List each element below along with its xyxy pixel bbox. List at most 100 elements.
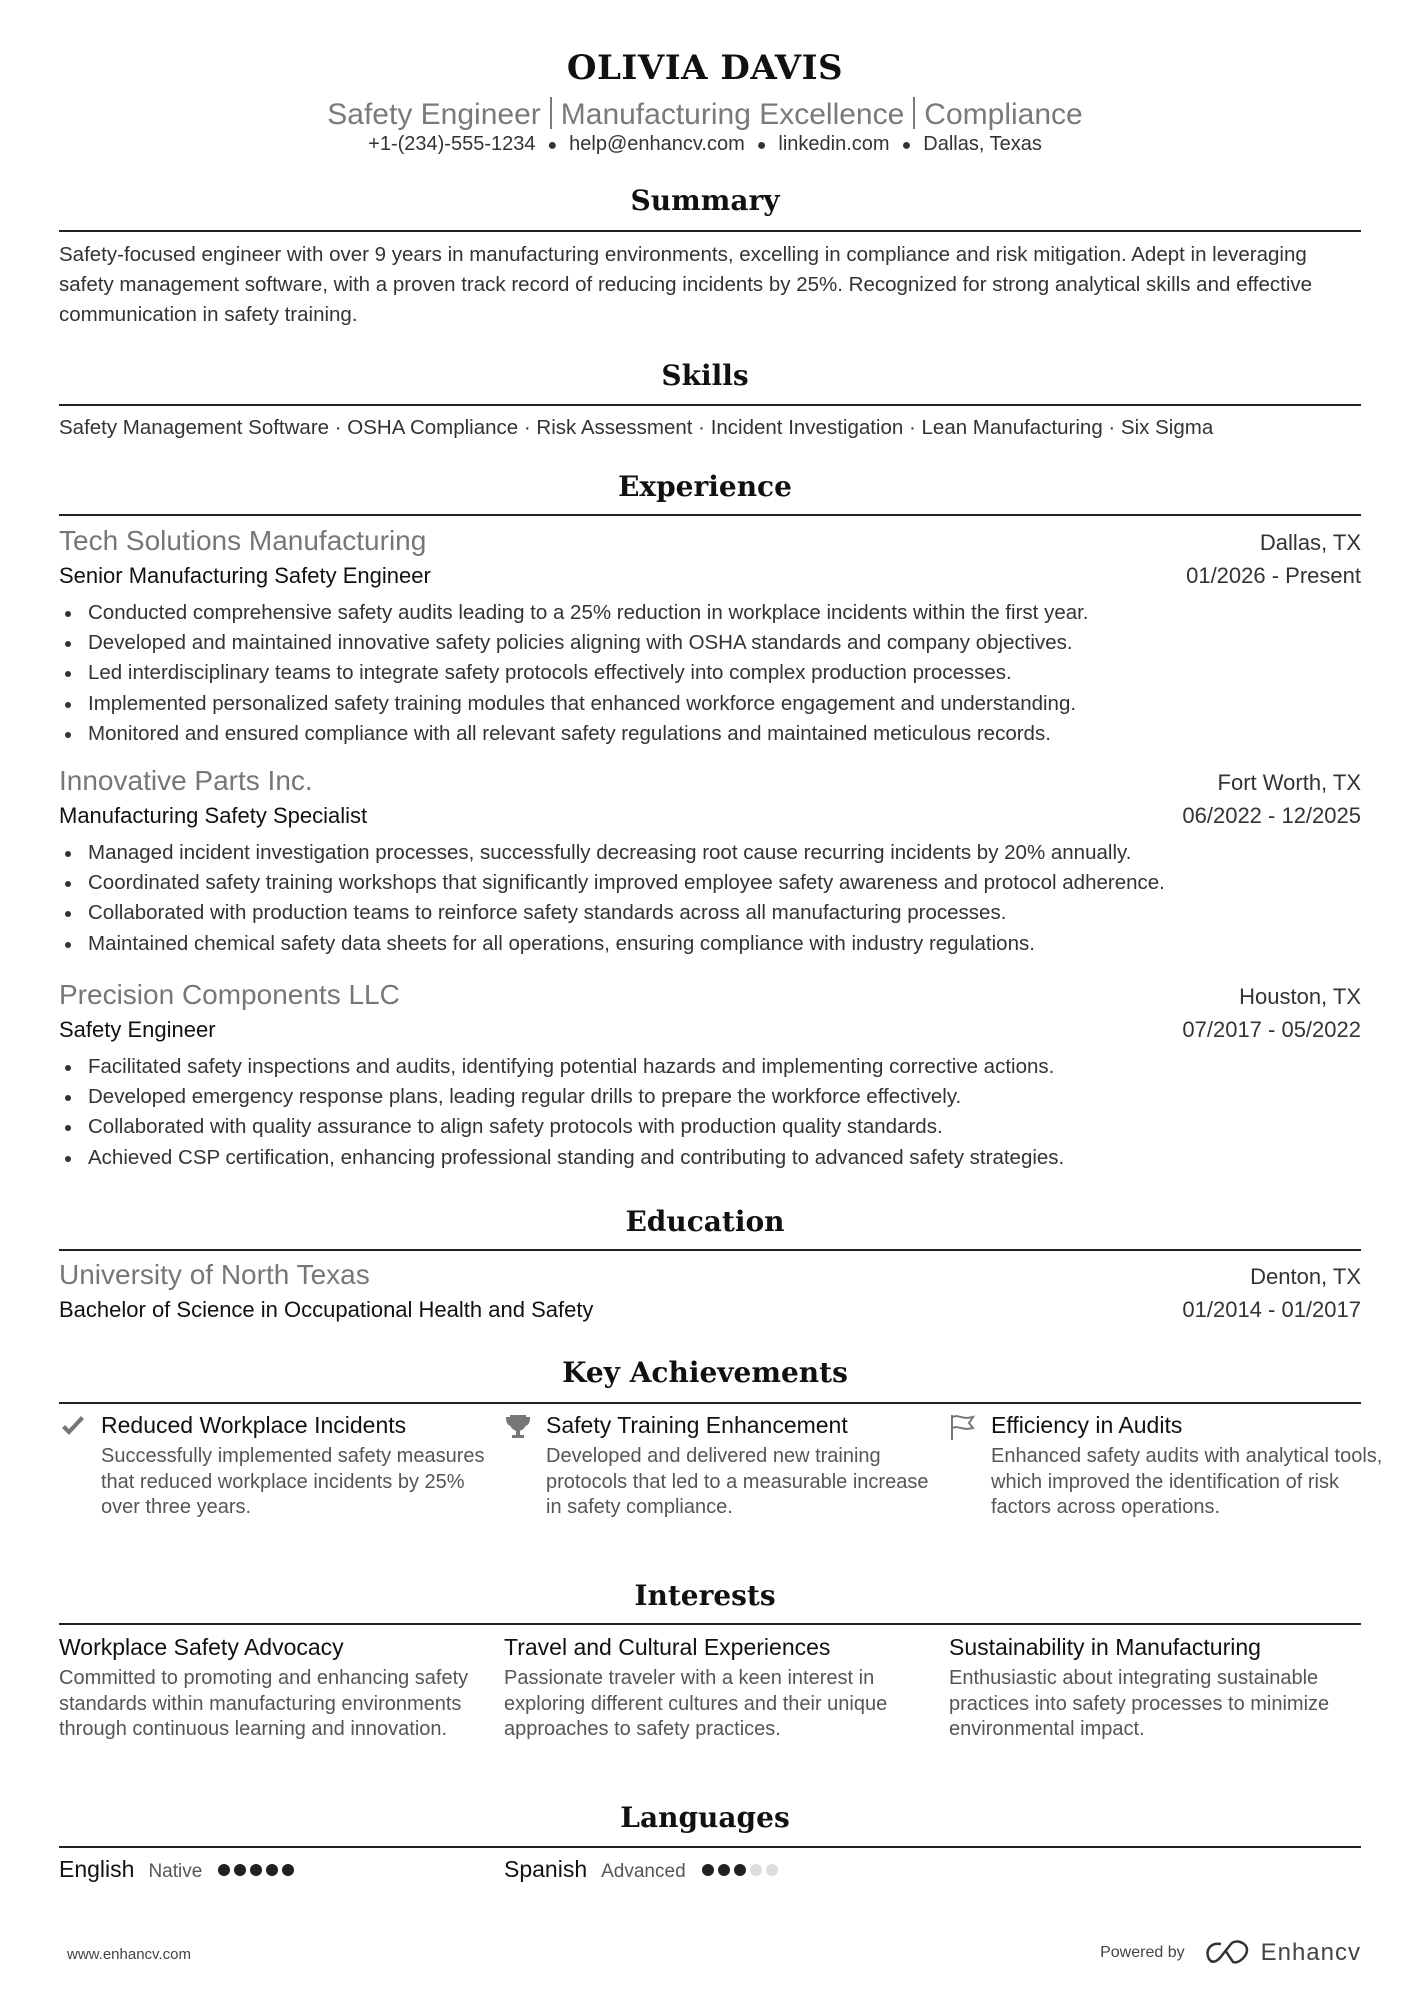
section-heading-summary: Summary — [630, 184, 780, 217]
interest-title: Travel and Cultural Experiences — [504, 1634, 831, 1660]
job-location: Dallas, TX — [1259, 530, 1361, 555]
bullet-item: Led interdisciplinary teams to integrate… — [59, 658, 1361, 688]
location: Dallas, Texas — [923, 133, 1042, 155]
interest-title: Workplace Safety Advocacy — [59, 1634, 344, 1660]
check-icon — [59, 1414, 87, 1440]
education-details: Bachelor of Science in Occupational Heal… — [59, 1297, 1361, 1323]
rating-dot — [701, 1864, 714, 1876]
language-name: English — [59, 1856, 135, 1882]
job-header: Innovative Parts Inc. Fort Worth, TX — [59, 765, 1361, 797]
section-heading-skills: Skills — [661, 359, 749, 392]
achievement-title: Efficiency in Audits — [991, 1412, 1183, 1438]
job-role-row: Safety Engineer 07/2017 - 05/2022 — [59, 1017, 1361, 1043]
achievement-item: Efficiency in Audits Enhanced safety audi… — [949, 1410, 1389, 1521]
tagline-item: Manufacturing Excellence — [560, 98, 905, 131]
interest-description: Committed to promoting and enhancing saf… — [59, 1667, 469, 1741]
section-heading-interests: Interests — [634, 1579, 776, 1612]
bullet-item: Conducted comprehensive safety audits le… — [59, 598, 1361, 628]
bullet-item: Coordinated safety training workshops th… — [59, 868, 1361, 898]
achievement-content: Reduced Workplace Incidents Successfully … — [59, 1410, 499, 1521]
language-name: Spanish — [504, 1856, 588, 1882]
school-name: University of North Texas — [59, 1259, 370, 1290]
email-link[interactable]: help@enhancv.com — [569, 133, 745, 155]
interest-item: Travel and Cultural Experiences Passionat… — [504, 1632, 944, 1743]
enhancv-logo-icon — [1205, 1940, 1248, 1964]
skills-list: Safety Management Software · OSHA Compli… — [59, 416, 1214, 439]
section-divider — [59, 1623, 1361, 1625]
job-role-row: Manufacturing Safety Specialist 06/2022 -… — [59, 803, 1361, 829]
bullet-item: Monitored and ensured compliance with al… — [59, 719, 1361, 749]
rating-dot — [218, 1864, 231, 1876]
tagline-item: Safety Engineer — [327, 98, 541, 131]
degree: Bachelor of Science in Occupational Heal… — [59, 1297, 594, 1322]
bullet-item: Collaborated with production teams to re… — [59, 898, 1361, 928]
achievement-title: Safety Training Enhancement — [546, 1412, 848, 1438]
rating-dot — [266, 1864, 279, 1876]
language-item: English Native — [59, 1856, 295, 1883]
language-item: Spanish Advanced — [504, 1856, 778, 1883]
language-level: Native — [148, 1861, 203, 1882]
powered-by[interactable]: Powered by Enhancv — [1100, 1939, 1361, 1967]
language-level: Advanced — [601, 1861, 686, 1882]
proficiency-rating — [701, 1864, 778, 1876]
footer-url[interactable]: www.enhancv.com — [67, 1946, 191, 1963]
powered-by-label: Powered by — [1100, 1944, 1185, 1961]
achievement-title: Reduced Workplace Incidents — [101, 1412, 407, 1438]
achievement-item: Reduced Workplace Incidents Successfully … — [59, 1410, 499, 1521]
job-location: Fort Worth, TX — [1217, 770, 1361, 795]
divider — [913, 97, 916, 129]
interest-description: Passionate traveler with a keen interest… — [504, 1667, 888, 1741]
flag-icon — [949, 1414, 977, 1440]
job-title: Senior Manufacturing Safety Engineer — [59, 563, 431, 588]
bullet-item: Managed incident investigation processes… — [59, 838, 1361, 868]
bullet-item: Collaborated with quality assurance to a… — [59, 1112, 1361, 1142]
education-dates: 01/2014 - 01/2017 — [1182, 1297, 1361, 1322]
job-header: Tech Solutions Manufacturing Dallas, TX — [59, 525, 1361, 557]
job-title: Manufacturing Safety Specialist — [59, 803, 368, 828]
job-dates: 06/2022 - 12/2025 — [1182, 803, 1361, 828]
rating-dot — [733, 1864, 746, 1876]
company-name: Innovative Parts Inc. — [59, 765, 313, 796]
rating-dot — [749, 1864, 762, 1876]
section-divider — [59, 1249, 1361, 1251]
proficiency-rating — [218, 1864, 295, 1876]
section-heading-education: Education — [625, 1205, 785, 1238]
job-dates: 07/2017 - 05/2022 — [1182, 1017, 1361, 1042]
divider — [549, 97, 552, 129]
section-divider — [59, 1402, 1361, 1404]
achievement-description: Developed and delivered new training pro… — [546, 1445, 929, 1519]
job-header: Precision Components LLC Houston, TX — [59, 979, 1361, 1011]
job-bullets: Facilitated safety inspections and audit… — [59, 1052, 1361, 1173]
tagline: Safety Engineer Manufacturing Excellence C… — [0, 97, 1410, 132]
section-divider — [59, 230, 1361, 232]
job-title: Safety Engineer — [59, 1017, 216, 1042]
achievement-item: Safety Training Enhancement Developed and… — [504, 1410, 944, 1521]
tagline-item: Compliance — [924, 98, 1083, 131]
job-bullets: Managed incident investigation processes… — [59, 838, 1361, 959]
job-bullets: Conducted comprehensive safety audits le… — [59, 598, 1361, 749]
interest-description: Enthusiastic about integrating sustainab… — [949, 1667, 1330, 1741]
linkedin-link[interactable]: linkedin.com — [778, 133, 890, 155]
bullet-item: Maintained chemical safety data sheets f… — [59, 929, 1361, 959]
section-heading-experience: Experience — [618, 470, 792, 503]
company-name: Precision Components LLC — [59, 979, 400, 1010]
achievement-content: Efficiency in Audits Enhanced safety audi… — [949, 1410, 1389, 1521]
rating-dot — [250, 1864, 263, 1876]
bullet-item: Implemented personalized safety training… — [59, 689, 1361, 719]
enhancv-brand: Enhancv — [1260, 1939, 1361, 1966]
bullet-item: Developed and maintained innovative safe… — [59, 628, 1361, 658]
trophy-icon — [504, 1414, 532, 1440]
interest-title: Sustainability in Manufacturing — [949, 1634, 1261, 1660]
job-role-row: Senior Manufacturing Safety Engineer 01/2… — [59, 563, 1361, 589]
job-dates: 01/2026 - Present — [1186, 563, 1361, 588]
bullet-item: Developed emergency response plans, lead… — [59, 1082, 1361, 1112]
achievement-description: Successfully implemented safety measures… — [101, 1445, 485, 1519]
achievement-description: Enhanced safety audits with analytical t… — [991, 1445, 1383, 1519]
company-name: Tech Solutions Manufacturing — [59, 525, 427, 556]
rating-dot — [717, 1864, 730, 1876]
summary-text: Safety-focused engineer with over 9 year… — [59, 243, 1313, 326]
interest-item: Workplace Safety Advocacy Committed to pr… — [59, 1632, 499, 1743]
phone: +1-(234)-555-1234 — [368, 133, 536, 155]
rating-dot — [234, 1864, 247, 1876]
school-location: Denton, TX — [1250, 1264, 1361, 1289]
